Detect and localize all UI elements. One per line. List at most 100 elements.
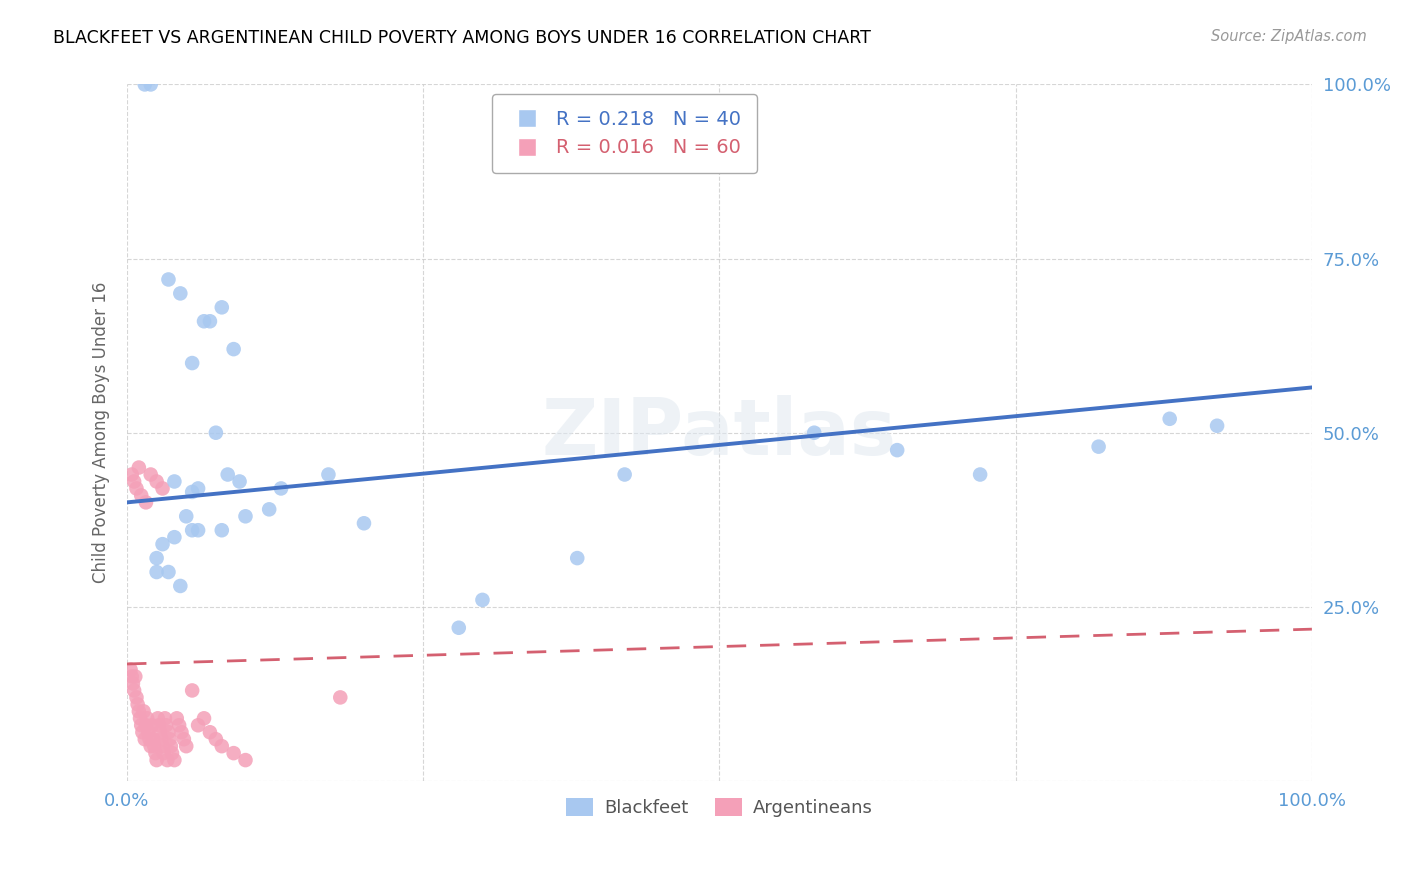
Point [145,475,167,489]
Point [139,739,162,754]
Point [148,718,170,732]
Point [193,711,215,725]
Point [160,739,183,754]
Point [205,732,228,747]
Point [886,443,908,458]
Y-axis label: Child Poverty Among Boys Under 16: Child Poverty Among Boys Under 16 [93,282,110,583]
Point [134,78,156,92]
Point [169,579,191,593]
Point [353,516,375,531]
Point [1087,440,1109,454]
Point [125,690,148,705]
Point [170,725,193,739]
Point [124,669,146,683]
Point [145,746,167,760]
Point [163,530,186,544]
Point [447,621,470,635]
Point [157,725,180,739]
Point [205,425,228,440]
Point [141,718,163,732]
Point [136,725,159,739]
Point [152,746,174,760]
Point [159,732,181,747]
Point [211,739,233,754]
Point [228,475,250,489]
Point [153,711,176,725]
Point [198,314,221,328]
Point [187,523,209,537]
Point [193,314,215,328]
Point [174,739,197,754]
Point [157,565,180,579]
Point [222,746,245,760]
Point [163,753,186,767]
Point [157,272,180,286]
Point [128,704,150,718]
Point [329,690,352,705]
Point [156,753,179,767]
Text: BLACKFEET VS ARGENTINEAN CHILD POVERTY AMONG BOYS UNDER 16 CORRELATION CHART: BLACKFEET VS ARGENTINEAN CHILD POVERTY A… [53,29,872,46]
Point [145,551,167,566]
Point [318,467,340,482]
Point [181,356,204,370]
Point [181,484,204,499]
Point [125,482,148,496]
Point [135,495,157,509]
Point [187,718,209,732]
Legend: Blackfeet, Argentineans: Blackfeet, Argentineans [558,790,880,824]
Point [152,739,174,754]
Point [173,732,195,747]
Point [152,537,174,551]
Point [217,467,239,482]
Point [174,509,197,524]
Point [166,711,188,725]
Point [134,732,156,747]
Point [471,593,494,607]
Point [803,425,825,440]
Point [143,739,166,754]
Point [155,718,177,732]
Text: ZIPatlas: ZIPatlas [541,395,897,471]
Point [122,475,145,489]
Point [149,725,172,739]
Point [163,475,186,489]
Point [235,509,257,524]
Point [235,753,257,767]
Point [129,718,152,732]
Point [969,467,991,482]
Point [122,683,145,698]
Point [222,342,245,356]
Point [136,711,159,725]
Point [211,301,233,315]
Point [145,565,167,579]
Point [181,523,204,537]
Text: Source: ZipAtlas.com: Source: ZipAtlas.com [1211,29,1367,44]
Point [127,698,149,712]
Point [122,676,145,690]
Point [128,460,150,475]
Point [257,502,280,516]
Point [145,753,167,767]
Point [150,732,173,747]
Point [139,467,162,482]
Point [129,488,152,502]
Point [613,467,636,482]
Point [167,718,190,732]
Point [132,704,155,718]
Point [135,718,157,732]
Point [567,551,589,566]
Point [1159,411,1181,425]
Point [138,732,160,747]
Point [169,286,191,301]
Point [121,467,143,482]
Point [160,746,183,760]
Point [187,482,209,496]
Point [181,683,204,698]
Point [211,523,233,537]
Point [139,78,162,92]
Point [120,663,142,677]
Point [142,732,165,747]
Point [270,482,292,496]
Point [129,711,152,725]
Point [1206,418,1229,433]
